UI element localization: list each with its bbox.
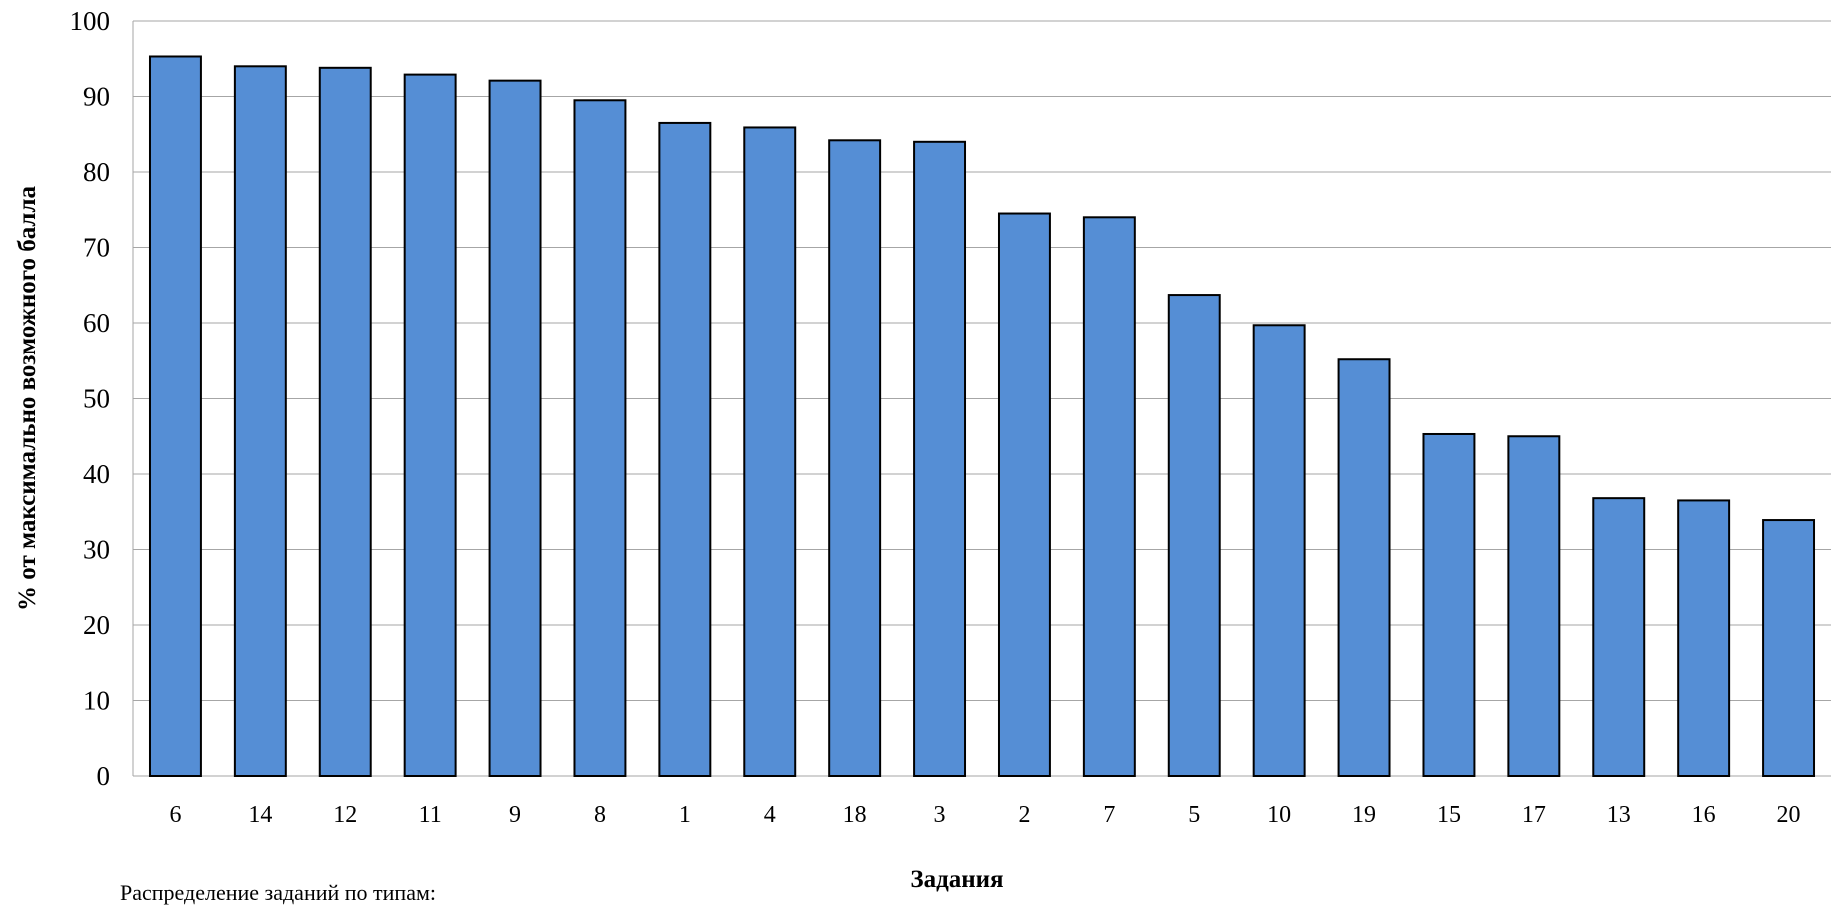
x-tick-label: 19 (1352, 802, 1376, 828)
x-tick-label: 6 (169, 802, 181, 828)
y-tick-label: 20 (83, 610, 110, 640)
y-axis-title: % от максимально возможного балла (14, 186, 41, 611)
y-tick-label: 90 (83, 82, 110, 112)
y-tick-label: 70 (83, 233, 110, 263)
y-tick-label: 50 (83, 384, 110, 414)
bar-15 (1422, 432, 1476, 777)
bar-5 (1167, 294, 1221, 777)
x-tick-label: 4 (764, 802, 776, 828)
x-tick-label: 15 (1437, 802, 1461, 828)
x-tick-label: 8 (594, 802, 606, 828)
x-tick-label: 1 (679, 802, 691, 828)
chart-caption: Распределение заданий по типам: (120, 880, 436, 905)
x-tick-label: 17 (1522, 802, 1546, 828)
x-tick-label: 11 (419, 802, 442, 828)
y-tick-label: 80 (83, 157, 110, 187)
x-tick-label: 16 (1692, 802, 1716, 828)
x-tick-label: 12 (333, 802, 357, 828)
y-tick-label: 100 (70, 6, 111, 36)
y-tick-label: 60 (83, 308, 110, 338)
bar-19 (1337, 358, 1391, 777)
bar-3 (913, 140, 967, 778)
bar-1 (658, 121, 712, 778)
bar-6 (148, 55, 202, 778)
bar-4 (743, 126, 797, 777)
y-tick-label: 40 (83, 459, 110, 489)
y-tick-labels: 0 10 20 30 40 50 60 70 80 90 100 (70, 6, 111, 791)
bar-13 (1592, 497, 1646, 777)
x-tick-label: 2 (1018, 802, 1030, 828)
x-tick-label: 3 (934, 802, 946, 828)
bar-17 (1507, 435, 1561, 777)
bar-11 (403, 73, 457, 778)
bar-12 (318, 66, 372, 777)
y-tick-label: 10 (83, 686, 110, 716)
y-tick-label: 30 (83, 535, 110, 565)
bar-9 (488, 79, 542, 777)
x-tick-label: 18 (843, 802, 867, 828)
bar-16 (1677, 499, 1731, 777)
bar-20 (1762, 519, 1816, 777)
bars (148, 55, 1816, 778)
bar-14 (233, 65, 287, 778)
y-tick-label: 0 (97, 761, 111, 791)
x-axis-title: Задания (910, 866, 1003, 893)
bar-8 (573, 99, 627, 777)
bar-2 (997, 212, 1051, 777)
x-tick-label: 5 (1188, 802, 1200, 828)
gridlines (132, 20, 1831, 777)
x-tick-label: 20 (1777, 802, 1801, 828)
bar-10 (1252, 324, 1306, 777)
bar-7 (1082, 216, 1136, 778)
x-tick-label: 10 (1267, 802, 1291, 828)
x-tick-label: 14 (248, 802, 272, 828)
x-tick-label: 7 (1103, 802, 1115, 828)
x-tick-label: 13 (1607, 802, 1631, 828)
x-tick-label: 9 (509, 802, 521, 828)
x-tick-labels: 6 14 12 11 9 8 1 4 18 3 2 7 5 10 19 15 17 13 16 20 (169, 802, 1800, 828)
bar-18 (828, 139, 882, 778)
